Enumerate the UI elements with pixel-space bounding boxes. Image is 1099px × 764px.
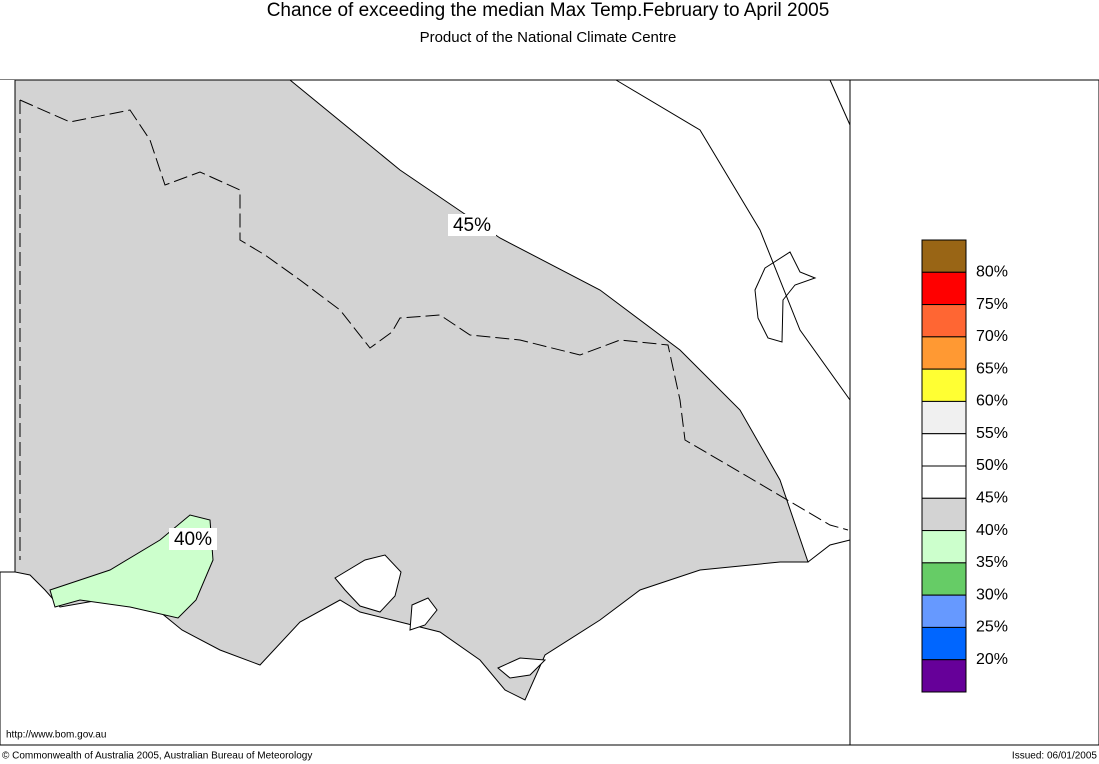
legend-label: 80% <box>976 264 1008 281</box>
legend-swatch <box>921 530 967 564</box>
legend-swatch <box>921 304 967 338</box>
label-bg <box>169 528 217 550</box>
contour-label: 45% <box>453 215 491 236</box>
coast <box>615 79 851 401</box>
legend-swatch <box>921 336 967 370</box>
legend-label: 65% <box>976 360 1008 377</box>
legend-swatch <box>921 368 967 402</box>
legend-swatch <box>921 400 967 435</box>
title: Chance of exceeding the median Max Temp.… <box>267 0 830 21</box>
label-bg <box>448 214 496 236</box>
legend-swatch <box>921 433 967 467</box>
legend-swatch <box>921 239 967 273</box>
bay <box>409 597 438 631</box>
legend-label: 55% <box>976 425 1008 442</box>
coast <box>807 539 851 563</box>
legend-label: 70% <box>976 328 1008 345</box>
bay <box>334 554 402 613</box>
legend-swatch <box>921 465 967 499</box>
bay <box>497 657 547 679</box>
legend-swatch <box>921 626 967 661</box>
legend-label: 30% <box>976 586 1008 603</box>
subtitle: Product of the National Climate Centre <box>420 29 677 46</box>
map: 45% 40% http://www.bom.gov.au <box>0 79 851 746</box>
legend-label: 25% <box>976 619 1008 636</box>
legend-swatch <box>921 271 967 306</box>
contour-label: 40% <box>174 529 212 550</box>
url: http://www.bom.gov.au <box>6 730 106 741</box>
strip <box>0 80 15 572</box>
issued: Issued: 06/01/2005 <box>1012 751 1098 762</box>
legend: 80% 75% 70% 65% 60% 55% 50% 45% 40% 35% 30% 25% 20% <box>921 239 1008 693</box>
legend-panel <box>849 79 1099 746</box>
copyright: © Commonwealth of Australia 2005, Austra… <box>2 751 312 762</box>
legend-label: 50% <box>976 457 1008 474</box>
legend-label: 60% <box>976 393 1008 410</box>
legend-swatch <box>921 594 967 628</box>
state-border <box>19 99 849 531</box>
legend-label: 20% <box>976 651 1008 668</box>
coast <box>829 79 851 126</box>
island <box>754 251 817 343</box>
legend-swatch <box>921 497 967 532</box>
legend-label: 40% <box>976 522 1008 539</box>
legend-swatch <box>921 659 967 693</box>
legend-label: 45% <box>976 490 1008 507</box>
legend-label: 35% <box>976 554 1008 571</box>
legend-swatch <box>921 562 967 596</box>
legend-label: 75% <box>976 296 1008 313</box>
